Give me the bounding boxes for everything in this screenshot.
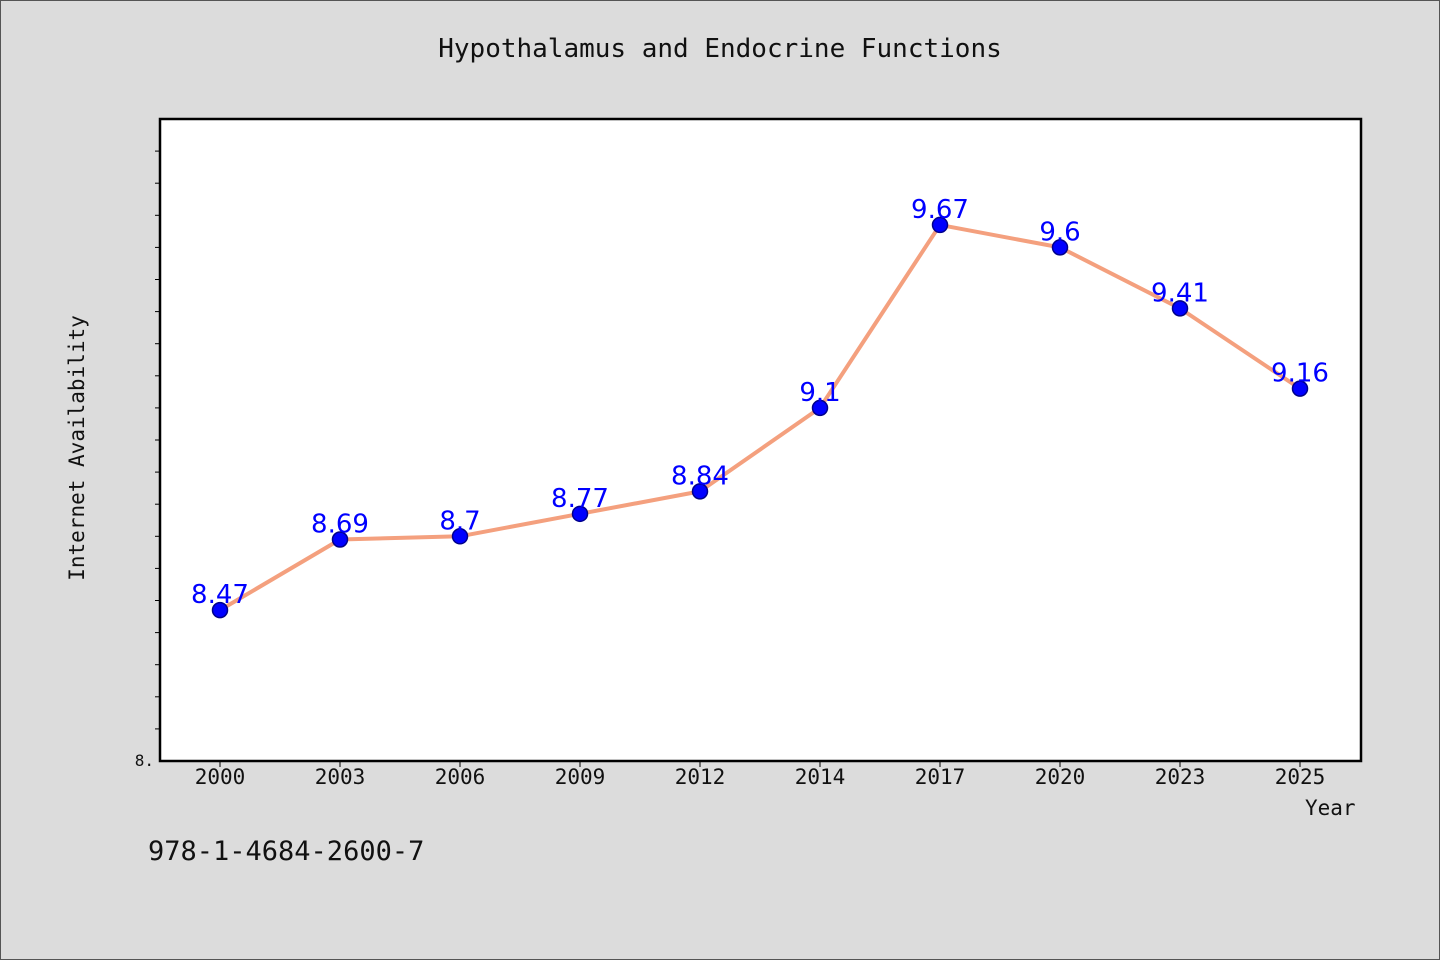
- x-tick-label: 2023: [1155, 765, 1206, 789]
- data-label: 8.69: [311, 510, 369, 540]
- data-label: 9.1: [799, 378, 840, 408]
- data-point: [211, 601, 229, 619]
- x-tick-label: 2025: [1275, 765, 1326, 789]
- x-tick-label: 2009: [555, 765, 606, 789]
- data-label: 9.6: [1039, 217, 1080, 247]
- y-axis-ticks: 8.: [135, 150, 160, 770]
- data-label: 8.77: [551, 484, 609, 514]
- y-tick-label: 8.: [135, 751, 154, 770]
- plot-area: [158, 117, 1363, 763]
- x-tick-label: 2003: [315, 765, 366, 789]
- x-tick-label: 2020: [1035, 765, 1086, 789]
- data-label: 8.84: [671, 461, 729, 491]
- x-tick-label: 2017: [915, 765, 966, 789]
- isbn-label: 978-1-4684-2600-7: [148, 836, 425, 867]
- data-point: [331, 531, 349, 548]
- data-label: 8.7: [439, 506, 480, 536]
- data-label: 8.47: [191, 580, 249, 610]
- x-tick-label: 2014: [795, 765, 846, 789]
- data-point: [1291, 380, 1309, 397]
- x-tick-label: 2006: [435, 765, 486, 789]
- data-point: [691, 483, 709, 500]
- data-labels: 8.47 8.69 8.7 8.77 8.84 9.1 9.67 9.6 9.41 9.16: [191, 195, 1329, 610]
- data-label: 9.67: [911, 195, 969, 225]
- series-line: [218, 222, 1302, 612]
- x-axis-label: Year: [1305, 796, 1356, 820]
- data-point: [1171, 300, 1189, 317]
- x-tick-label: 2012: [675, 765, 726, 789]
- x-axis-ticks: 2000 2003 2006 2009 2012 2014 2017 2020 2023 2025: [195, 761, 1326, 789]
- data-points: [211, 216, 1309, 619]
- data-point: [451, 528, 469, 545]
- data-point: [571, 505, 589, 523]
- data-point: [811, 399, 829, 417]
- data-label: 9.16: [1271, 359, 1329, 389]
- data-point: [1051, 239, 1069, 256]
- data-label: 9.41: [1151, 278, 1209, 308]
- chart-title: Hypothalamus and Endocrine Functions: [438, 34, 1002, 64]
- data-point: [931, 216, 949, 234]
- x-tick-label: 2000: [195, 765, 246, 789]
